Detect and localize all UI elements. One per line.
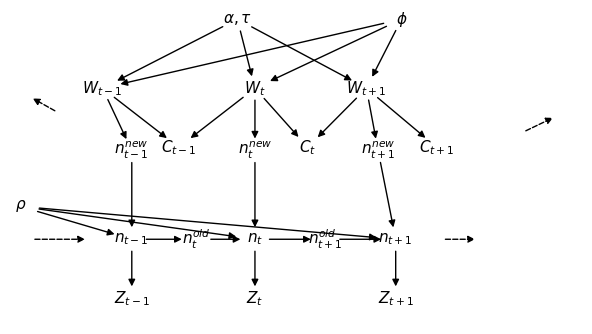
Text: $W_t$: $W_t$ [244,79,266,98]
Text: $n_{t-1}$: $n_{t-1}$ [114,231,149,247]
Text: $C_t$: $C_t$ [299,138,316,157]
Text: $n_{t+1}^{old}$: $n_{t+1}^{old}$ [308,228,343,251]
Text: $n_{t-1}^{new}$: $n_{t-1}^{new}$ [114,140,149,161]
Text: $W_{t-1}$: $W_{t-1}$ [82,79,123,98]
Text: $C_{t-1}$: $C_{t-1}$ [161,138,197,157]
Text: $n_t$: $n_t$ [247,231,263,247]
Text: $\phi$: $\phi$ [396,10,407,29]
Text: $\rho$: $\rho$ [15,198,26,214]
Text: $W_{t+1}$: $W_{t+1}$ [346,79,387,98]
Text: $Z_{t+1}$: $Z_{t+1}$ [378,289,414,308]
Text: $n_t^{old}$: $n_t^{old}$ [182,228,211,251]
Text: $n_{t+1}^{new}$: $n_{t+1}^{new}$ [361,140,395,161]
Text: $Z_{t-1}$: $Z_{t-1}$ [114,289,150,308]
Text: $\alpha, \tau$: $\alpha, \tau$ [223,12,252,27]
Text: $C_{t+1}$: $C_{t+1}$ [419,138,455,157]
Text: $n_{t+1}$: $n_{t+1}$ [378,231,413,247]
Text: $Z_t$: $Z_t$ [246,289,263,308]
Text: $n_t^{new}$: $n_t^{new}$ [238,140,272,161]
